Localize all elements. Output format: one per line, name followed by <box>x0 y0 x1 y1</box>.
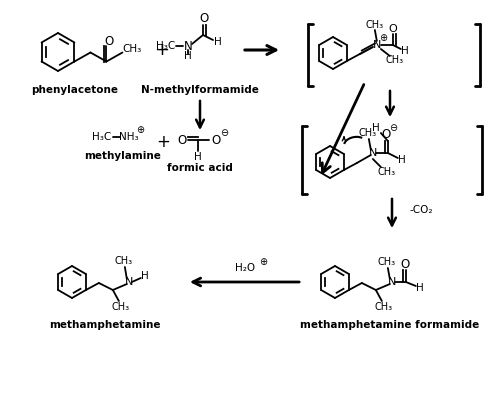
Text: O: O <box>212 134 220 146</box>
Text: H: H <box>141 271 148 281</box>
Text: N: N <box>388 277 396 287</box>
Text: phenylacetone: phenylacetone <box>32 85 118 95</box>
Text: H: H <box>184 51 192 61</box>
Text: CH₃: CH₃ <box>366 20 384 30</box>
Text: H: H <box>398 155 406 165</box>
Text: ⊖: ⊖ <box>220 128 228 138</box>
Text: H: H <box>214 37 222 47</box>
Text: H₃C: H₃C <box>92 132 112 142</box>
Text: ⊕: ⊕ <box>136 125 144 135</box>
Text: H: H <box>401 46 408 56</box>
Text: N: N <box>124 277 133 287</box>
Text: CH₃: CH₃ <box>386 55 404 65</box>
Text: H: H <box>372 123 380 133</box>
Text: O: O <box>178 134 186 146</box>
Text: CH₃: CH₃ <box>123 44 142 54</box>
Text: CH₃: CH₃ <box>375 302 393 312</box>
Text: H: H <box>194 152 202 162</box>
Text: +: + <box>156 133 170 151</box>
Text: methamphetamine formamide: methamphetamine formamide <box>300 320 480 330</box>
Text: N-methylformamide: N-methylformamide <box>141 85 259 95</box>
Text: CH₃: CH₃ <box>378 167 396 177</box>
Text: methamphetamine: methamphetamine <box>49 320 161 330</box>
Text: N: N <box>368 148 377 158</box>
Text: methylamine: methylamine <box>84 151 162 161</box>
Text: O: O <box>381 128 390 142</box>
Text: H₃C: H₃C <box>156 41 176 51</box>
Text: NH₃: NH₃ <box>119 132 139 142</box>
Text: N: N <box>372 40 381 50</box>
Text: O: O <box>105 35 114 48</box>
Text: H: H <box>416 283 424 293</box>
Text: +: + <box>154 41 170 59</box>
Text: N: N <box>184 40 192 52</box>
Text: ⊖: ⊖ <box>389 123 397 133</box>
Text: ⊕: ⊕ <box>379 33 387 43</box>
Text: H₂O: H₂O <box>235 263 255 273</box>
Text: ⊕: ⊕ <box>259 257 267 267</box>
Text: CH₃: CH₃ <box>359 128 377 138</box>
Text: CH₃: CH₃ <box>112 302 130 312</box>
Text: formic acid: formic acid <box>167 163 233 173</box>
Text: O: O <box>388 24 397 34</box>
Text: O: O <box>200 12 208 26</box>
Text: CH₃: CH₃ <box>378 257 396 267</box>
Text: O: O <box>400 258 409 272</box>
Text: -CO₂: -CO₂ <box>410 205 434 215</box>
Text: CH₃: CH₃ <box>115 256 133 266</box>
